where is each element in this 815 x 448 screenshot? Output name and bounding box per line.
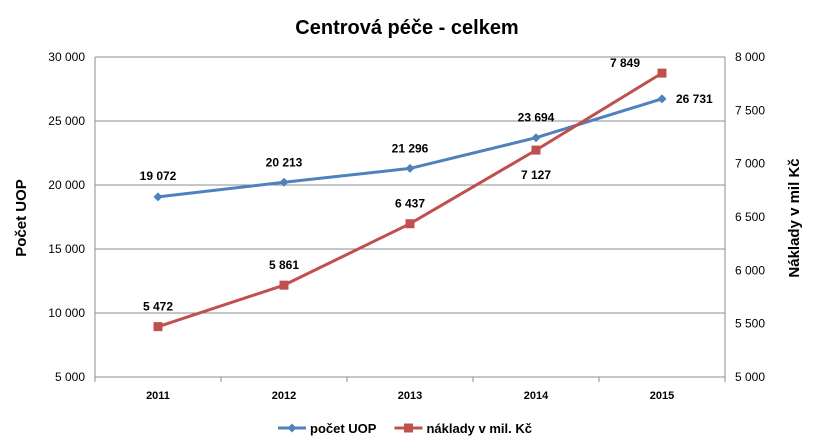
legend-label-1: počet UOP — [310, 421, 377, 436]
series-1-data-label: 26 731 — [676, 92, 713, 106]
series-2-data-label: 6 437 — [395, 197, 425, 211]
left-tick-label: 15 000 — [48, 242, 85, 256]
series-2-data-label: 7 849 — [610, 56, 640, 70]
series-2-point — [531, 145, 541, 155]
series-1-point — [279, 177, 289, 187]
right-tick-label: 6 000 — [735, 263, 765, 277]
left-tick-label: 20 000 — [48, 178, 85, 192]
axes — [94, 57, 726, 382]
left-axis-ticks: 5 000 10 000 15 000 20 000 25 000 30 000 — [48, 50, 85, 384]
series-1-data-label: 21 296 — [392, 141, 429, 155]
series-layer — [153, 68, 667, 332]
left-axis-label: Počet UOP — [13, 179, 30, 257]
right-axis-ticks: 5 000 5 500 6 000 6 500 7 000 7 500 8 000 — [735, 50, 765, 384]
series-1-point — [153, 192, 163, 202]
series-2-data-label: 5 861 — [269, 258, 299, 272]
series-1-data-label: 19 072 — [140, 169, 177, 183]
series-1-point — [657, 94, 667, 104]
series-2-data-label: 5 472 — [143, 300, 173, 314]
right-tick-label: 5 000 — [735, 370, 765, 384]
x-axis-ticks: 2011 2012 2013 2014 2015 — [146, 390, 674, 402]
series-1-data-label: 20 213 — [266, 155, 303, 169]
series-2-point — [405, 219, 415, 229]
series-1-data-label: 23 694 — [518, 111, 555, 125]
left-tick-label: 25 000 — [48, 114, 85, 128]
right-tick-label: 7 500 — [735, 103, 765, 117]
right-tick-label: 7 000 — [735, 157, 765, 171]
left-tick-label: 10 000 — [48, 306, 85, 320]
right-tick-label: 5 500 — [735, 317, 765, 331]
legend-marker-1 — [287, 423, 297, 433]
right-axis-label: Náklady v mil Kč — [786, 158, 803, 277]
x-tick-label: 2015 — [650, 390, 674, 402]
x-tick-label: 2011 — [146, 390, 170, 402]
legend-marker-2 — [403, 423, 413, 433]
data-labels: 19 072 20 213 21 296 23 694 26 731 5 472 5 861… — [140, 56, 713, 314]
series-2-point — [153, 322, 163, 332]
series-1-point — [405, 163, 415, 173]
grid-lines — [95, 56, 725, 378]
right-tick-label: 6 500 — [735, 210, 765, 224]
chart-title: Centrová péče - celkem — [295, 17, 518, 39]
left-tick-label: 30 000 — [48, 50, 85, 64]
series-2-point — [657, 68, 667, 78]
x-tick-label: 2013 — [398, 390, 422, 402]
series-1-point — [531, 133, 541, 143]
left-tick-label: 5 000 — [55, 370, 85, 384]
series-2-data-label: 7 127 — [521, 168, 551, 182]
series-2-point — [279, 280, 289, 290]
x-tick-label: 2012 — [272, 390, 296, 402]
right-tick-label: 8 000 — [735, 50, 765, 64]
x-tick-label: 2014 — [524, 390, 549, 402]
legend: počet UOP náklady v mil. Kč — [278, 421, 532, 436]
legend-label-2: náklady v mil. Kč — [426, 421, 532, 436]
